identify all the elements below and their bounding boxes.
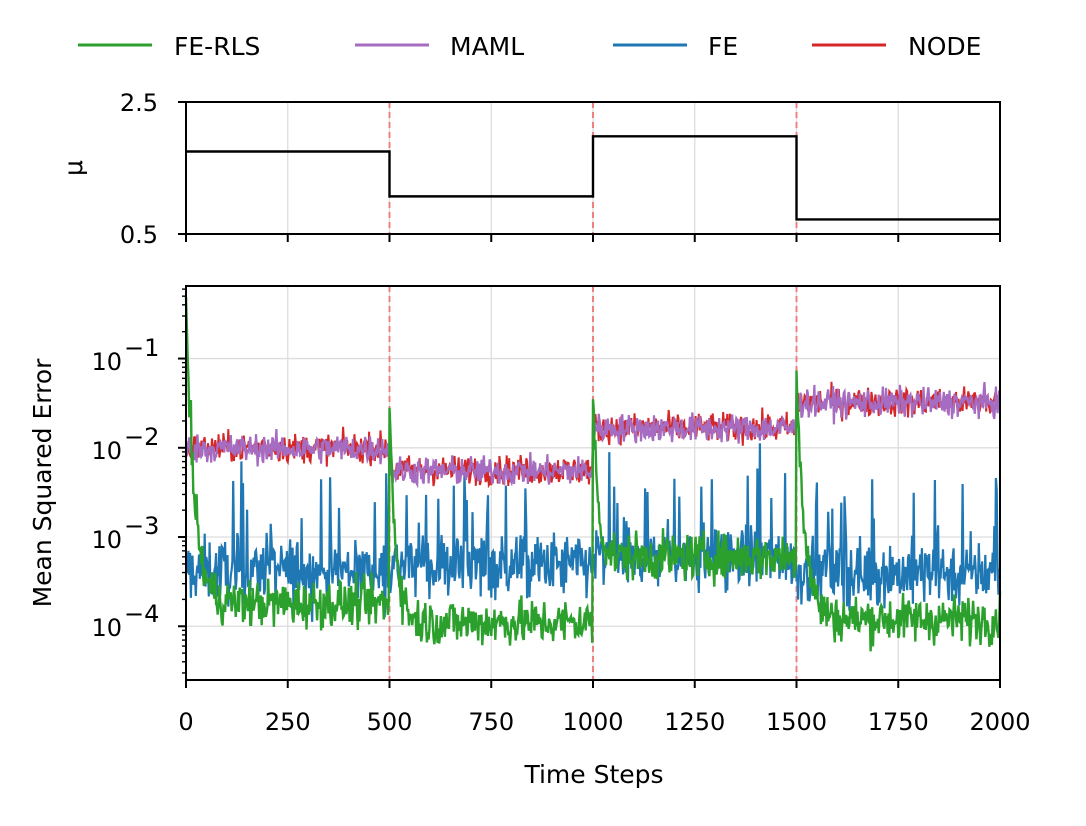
xtick-label-1500: 1500 bbox=[766, 708, 827, 736]
xtick-label-750: 750 bbox=[468, 708, 514, 736]
mse-ytick-exp-1e-1: −1 bbox=[124, 334, 159, 362]
legend: FE-RLS MAML FE NODE bbox=[78, 32, 981, 61]
legend-label-fe: FE bbox=[708, 32, 738, 61]
mu-ytick-label-0-5: 0.5 bbox=[120, 221, 158, 249]
mse-panel: 10 −4 10 −3 10 −2 10 −1 0 250 500 750 10… bbox=[28, 285, 1031, 789]
xtick-label-0: 0 bbox=[178, 708, 193, 736]
mu-ytick-label-2-5: 2.5 bbox=[120, 89, 158, 117]
mu-ylabel: μ bbox=[59, 160, 88, 176]
xtick-label-1000: 1000 bbox=[562, 708, 623, 736]
mse-ytick-label-1e-1: 10 bbox=[91, 348, 122, 376]
series-line-fe-rls bbox=[184, 296, 1002, 652]
legend-label-fe-rls: FE-RLS bbox=[174, 32, 260, 61]
x-axis-label: Time Steps bbox=[523, 760, 663, 789]
mse-regime-change-lines bbox=[388, 286, 798, 680]
xtick-label-500: 500 bbox=[367, 708, 413, 736]
mse-ytick-label-1e-2: 10 bbox=[91, 437, 122, 465]
mu-panel: 2.5 0.5 μ bbox=[59, 89, 1001, 249]
xtick-label-1250: 1250 bbox=[664, 708, 725, 736]
mu-series-line bbox=[186, 135, 1000, 221]
mse-ytick-exp-1e-2: −2 bbox=[124, 423, 159, 451]
mse-ytick-exp-1e-3: −3 bbox=[124, 512, 159, 540]
mse-ytick-label-1e-4: 10 bbox=[91, 614, 122, 642]
mu-ticks bbox=[178, 101, 1001, 242]
xtick-label-250: 250 bbox=[265, 708, 311, 736]
mse-series bbox=[184, 296, 1002, 652]
xtick-label-1750: 1750 bbox=[868, 708, 929, 736]
mse-xtick-labels: 0 250 500 750 1000 1250 1500 1750 2000 bbox=[178, 708, 1030, 736]
y-axis-label: Mean Squared Error bbox=[28, 358, 57, 608]
mse-ytick-exp-1e-4: −4 bbox=[124, 600, 159, 628]
mse-ytick-labels: 10 −4 10 −3 10 −2 10 −1 bbox=[91, 334, 159, 642]
mse-ticks bbox=[178, 288, 1001, 688]
mse-ytick-label-1e-3: 10 bbox=[91, 526, 122, 554]
legend-label-node: NODE bbox=[908, 32, 981, 61]
xtick-label-2000: 2000 bbox=[969, 708, 1030, 736]
legend-label-maml: MAML bbox=[450, 32, 524, 61]
